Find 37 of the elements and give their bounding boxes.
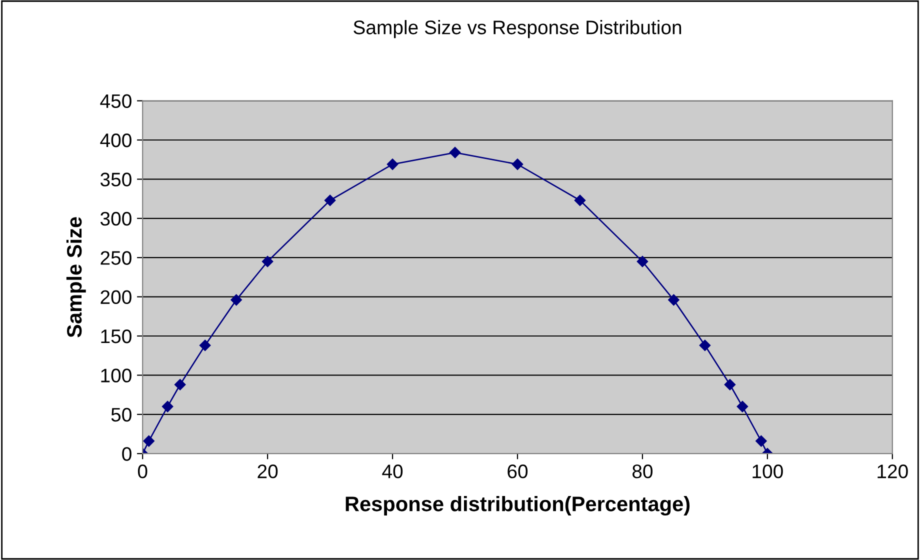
y-tick-label: 100 [101,368,132,382]
x-tick-label: 100 [752,464,783,478]
y-tick-label: 250 [100,251,132,265]
point [636,256,648,268]
point [324,194,336,206]
point [512,158,524,170]
point [230,294,242,306]
point [724,379,736,390]
x-tick-label: 0 [138,464,148,478]
x-tick-label: 120 [878,464,908,478]
y-axis-title: Sample Size [66,217,86,338]
y-tick-label: 450 [100,94,132,108]
point [756,435,767,447]
point [262,256,274,268]
y-tick-label: 0 [122,447,132,461]
point [386,158,398,170]
point [699,340,711,352]
point [449,146,461,158]
y-tick-label: 150 [101,329,132,344]
point [162,400,174,412]
y-tick-label: 300 [100,212,132,226]
chart-title: Sample Size vs Response Distribution [354,20,682,38]
y-tick-label: 350 [100,172,132,186]
point [668,294,680,306]
y-tick-label: 400 [100,133,132,148]
point [574,194,586,206]
x-tick-label: 80 [632,464,653,478]
point [199,340,211,352]
y-tick-label: 50 [111,408,132,422]
x-tick-label: 20 [258,464,278,478]
x-axis-title: Response distribution(Percentage) [346,496,690,516]
point [174,379,186,390]
y-tick-label: 200 [100,290,132,304]
x-tick-label: 40 [382,464,403,478]
point [143,435,154,447]
x-tick-label: 60 [508,464,528,478]
point [736,400,748,412]
